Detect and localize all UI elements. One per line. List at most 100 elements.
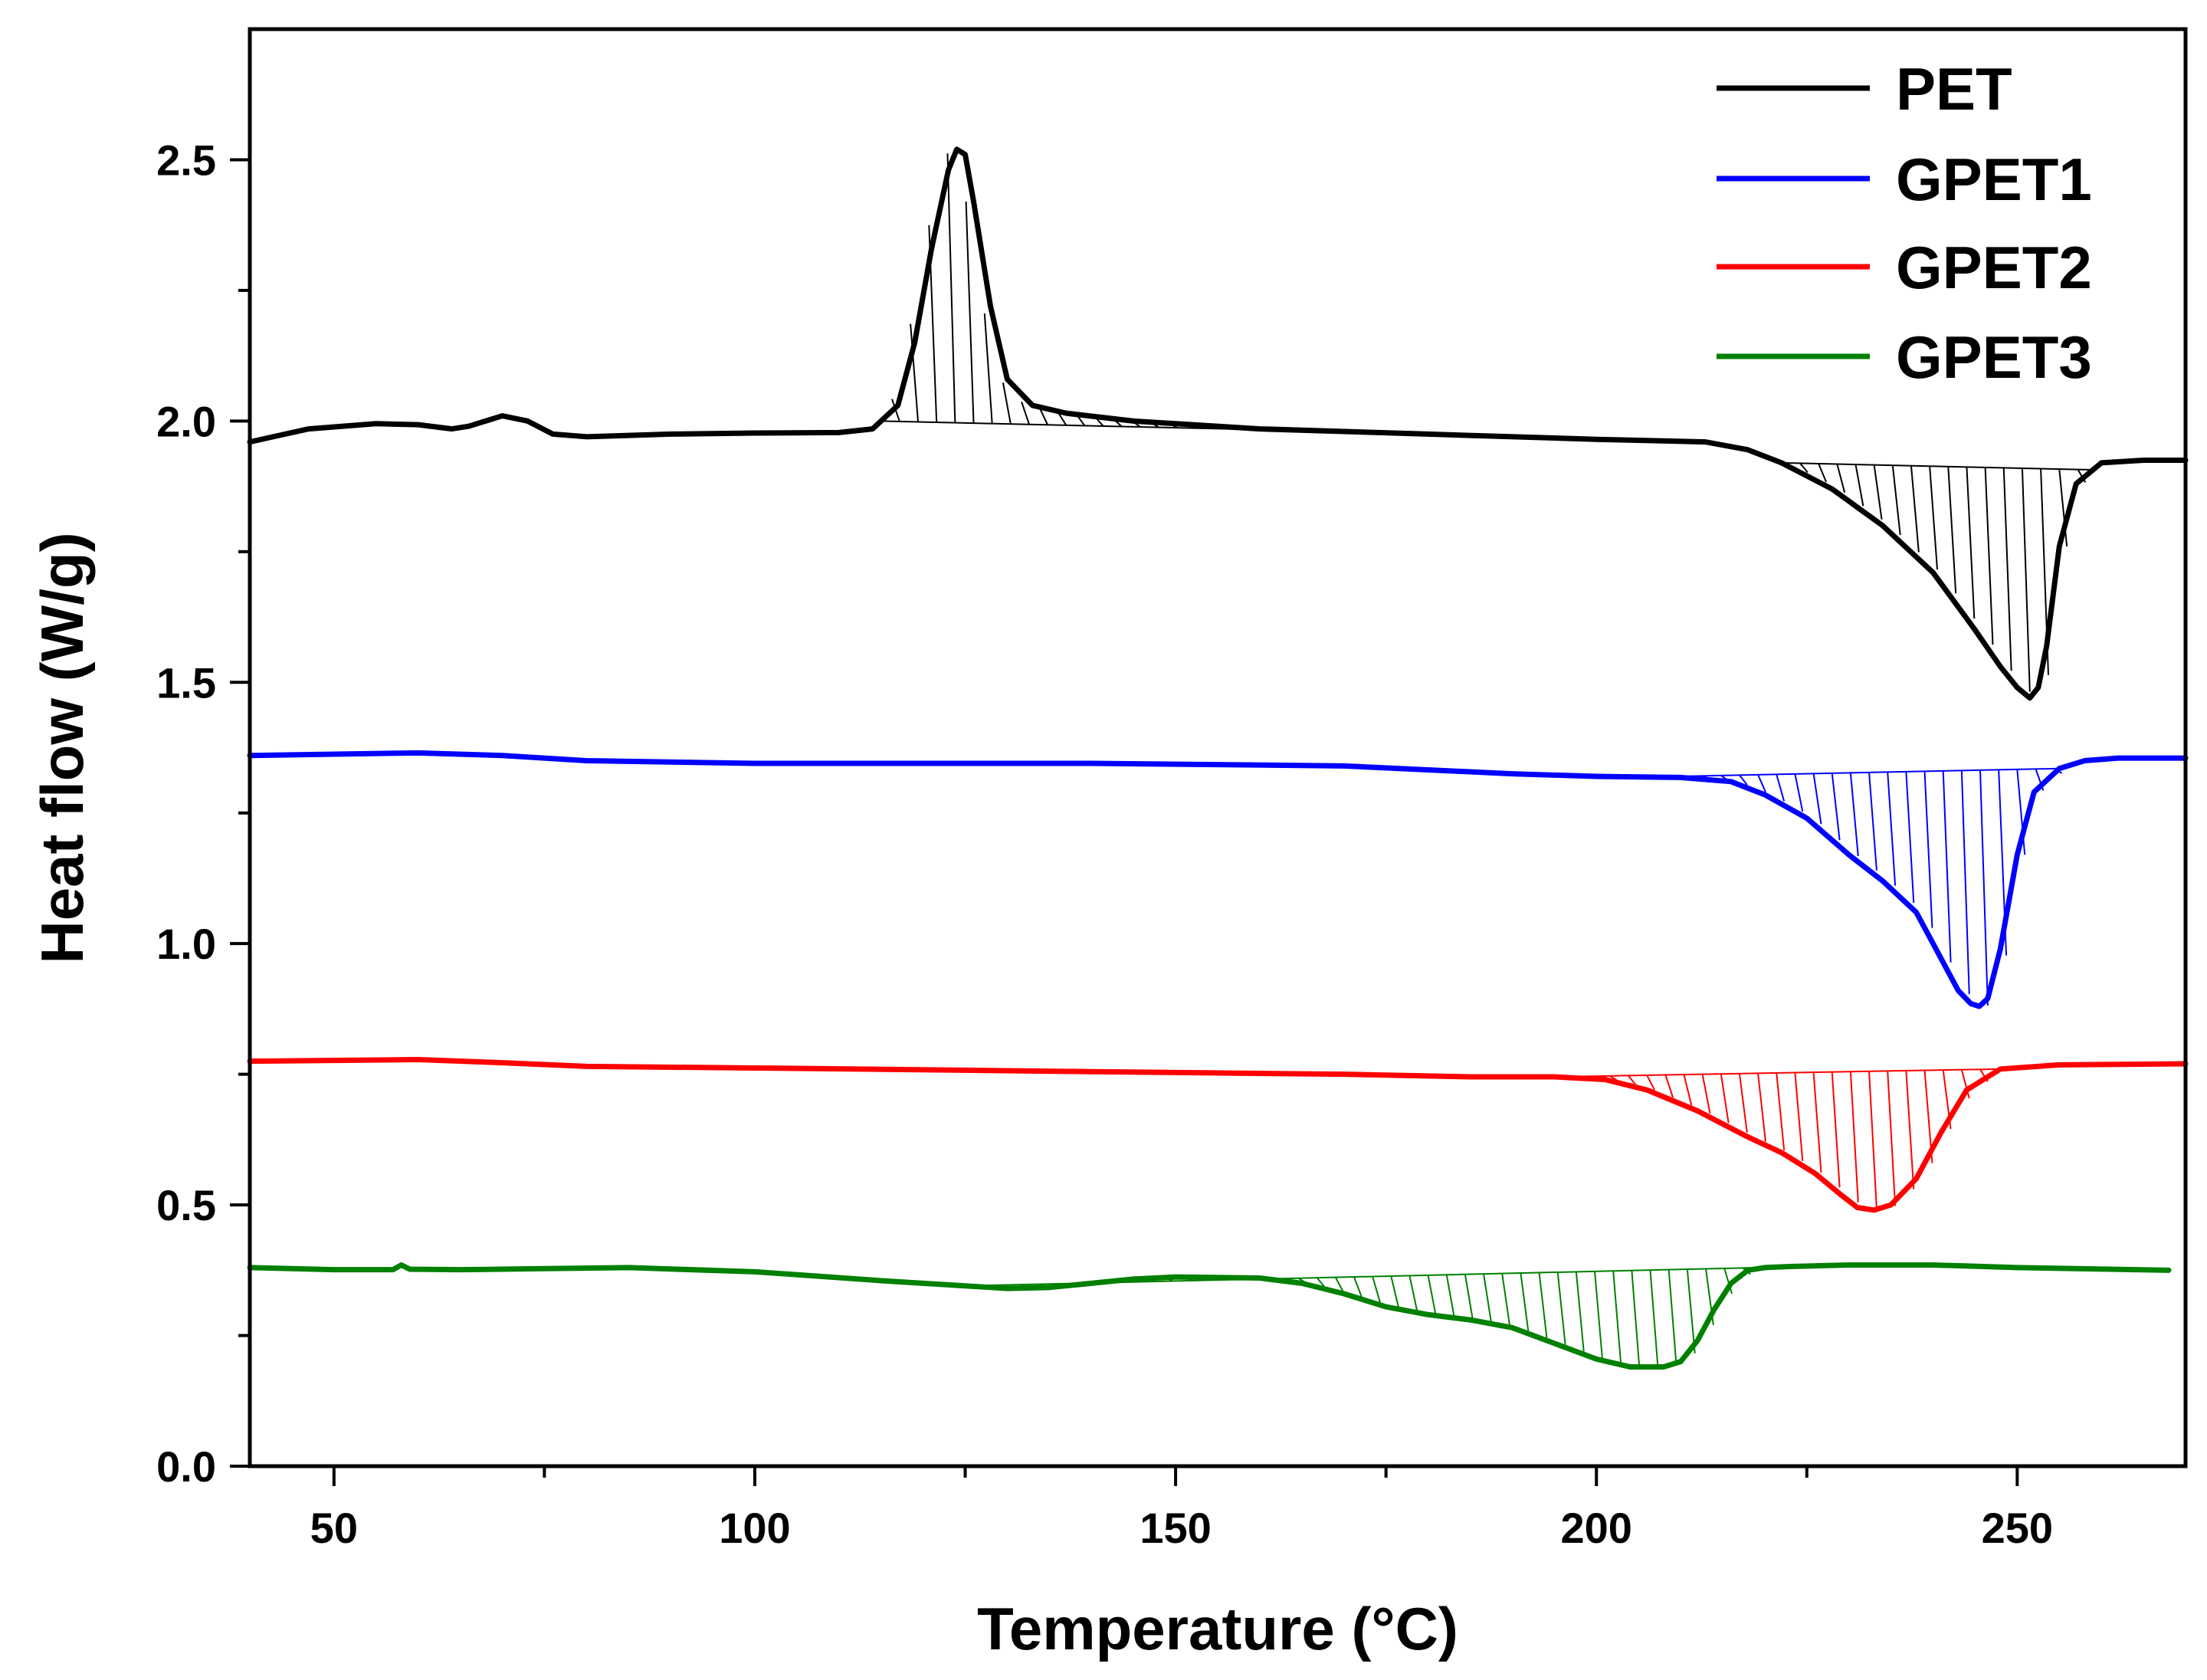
- hatch-line: [1649, 1270, 1659, 1367]
- hatch-line: [1812, 1072, 1822, 1173]
- hatch-line: [1039, 409, 1049, 425]
- hatch-line: [1334, 1277, 1344, 1292]
- hatch-line: [1631, 1270, 1641, 1367]
- hatch-line: [1960, 770, 1970, 995]
- hatch-line: [1575, 1271, 1585, 1352]
- hatch-line: [965, 201, 975, 424]
- hatch-line: [1427, 1275, 1437, 1315]
- hatched-peak-pet: [881, 153, 1344, 432]
- hatch-line: [1628, 1075, 1637, 1086]
- hatch-line: [1738, 1073, 1748, 1133]
- hatch-line: [1021, 402, 1030, 425]
- hatch-line: [1794, 773, 1804, 812]
- y-tick-label: 2.5: [156, 136, 216, 184]
- hatch-line: [1538, 1272, 1548, 1338]
- hatch-line: [1868, 772, 1877, 871]
- hatch-line: [983, 313, 993, 424]
- hatch-line: [1836, 464, 1846, 494]
- hatch-line: [1776, 1072, 1786, 1150]
- hatch-line: [2058, 468, 2068, 547]
- hatch-line: [1464, 1274, 1474, 1320]
- hatch-line: [1612, 1271, 1622, 1363]
- y-tick-label: 1.0: [156, 920, 216, 968]
- hatch-line: [2021, 468, 2031, 692]
- hatch-line: [1776, 774, 1786, 802]
- hatch-line: [1723, 1268, 1733, 1294]
- legend-label-pet: PET: [1896, 55, 2012, 123]
- x-tick-label: 200: [1560, 1504, 1631, 1552]
- hatch-line: [1501, 1273, 1511, 1327]
- hatch-line: [1556, 1271, 1566, 1345]
- hatch-line: [1966, 467, 1976, 619]
- hatch-line: [1683, 1074, 1693, 1106]
- hatch-line: [910, 323, 920, 422]
- hatch-line: [1408, 1275, 1418, 1311]
- hatch-line: [1831, 773, 1841, 841]
- hatch-line: [1818, 463, 1827, 483]
- hatch-line: [1887, 1071, 1897, 1206]
- hatch-line: [1960, 1069, 1970, 1099]
- hatch-line: [1923, 771, 1933, 928]
- hatch-line: [1868, 1071, 1877, 1209]
- series-layer: [247, 146, 2189, 1370]
- hatch-line: [1984, 467, 1994, 645]
- x-tick-label: 100: [719, 1504, 790, 1552]
- hatch-line: [1979, 769, 1989, 1006]
- hatch-line: [1316, 1277, 1326, 1288]
- hatched-peak-gpet2: [1554, 1068, 2001, 1209]
- peak-baseline: [1781, 461, 2094, 471]
- hatch-line: [1942, 770, 1952, 963]
- hatch-line: [1873, 464, 1883, 520]
- legend-label-gpet2: GPET2: [1896, 234, 2092, 301]
- hatch-line: [1849, 1071, 1859, 1203]
- hatch-line: [1905, 1070, 1915, 1189]
- hatch-line: [1353, 1276, 1363, 1298]
- hatch-line: [1887, 772, 1897, 886]
- hatch-line: [1720, 1074, 1730, 1124]
- legend-label-gpet1: GPET1: [1896, 146, 2092, 213]
- y-tick-label: 0.5: [156, 1181, 216, 1229]
- hatched-peak-pet: [1781, 461, 2094, 692]
- legend: PET GPET1 GPET2 GPET3: [1717, 55, 2092, 391]
- tick-labels: 50 100 150 200 250 0.0 0.5 1.0 1.5 2.0 2.5: [156, 136, 2053, 1552]
- hatch-line: [1854, 464, 1864, 507]
- hatch-line: [946, 153, 956, 423]
- hatch-line: [2002, 468, 2012, 671]
- y-axis-title: Heat flow (W/g): [28, 532, 96, 963]
- legend-label-gpet3: GPET3: [1896, 323, 2092, 391]
- hatch-line: [1947, 466, 1957, 594]
- hatch-line: [1668, 1269, 1677, 1366]
- hatch-line: [1812, 773, 1822, 825]
- series-line-gpet3: [247, 1262, 2172, 1370]
- hatch-line: [1831, 1071, 1841, 1188]
- hatch-line: [1646, 1075, 1655, 1091]
- plot-frame: [248, 27, 2188, 1468]
- hatch-layer: [881, 153, 2094, 1367]
- hatch-line: [1849, 773, 1859, 857]
- hatch-line: [1794, 1072, 1804, 1161]
- hatch-line: [1483, 1274, 1492, 1323]
- series-line-pet: [247, 146, 2189, 701]
- hatch-line: [1372, 1276, 1381, 1303]
- hatch-line: [1799, 462, 1809, 474]
- hatch-line: [1058, 412, 1067, 426]
- hatch-line: [1739, 774, 1748, 786]
- series-line-gpet2: [247, 1057, 2189, 1213]
- hatch-line: [1664, 1075, 1674, 1098]
- hatch-line: [1891, 465, 1901, 536]
- hatch-line: [1445, 1275, 1455, 1317]
- ticks-layer: [230, 158, 2019, 1486]
- x-axis-title: Temperature (°C): [977, 1595, 1458, 1662]
- hatch-line: [1520, 1272, 1530, 1331]
- hatch-line: [1929, 466, 1939, 570]
- y-tick-label: 1.5: [156, 658, 216, 707]
- hatch-line: [1905, 771, 1915, 904]
- hatch-line: [1910, 465, 1920, 553]
- hatch-line: [1701, 1074, 1711, 1114]
- x-tick-label: 150: [1140, 1504, 1211, 1552]
- hatch-line: [1686, 1268, 1696, 1354]
- hatch-line: [1002, 382, 1012, 425]
- x-tick-label: 250: [1982, 1504, 2053, 1552]
- hatch-line: [1757, 774, 1766, 792]
